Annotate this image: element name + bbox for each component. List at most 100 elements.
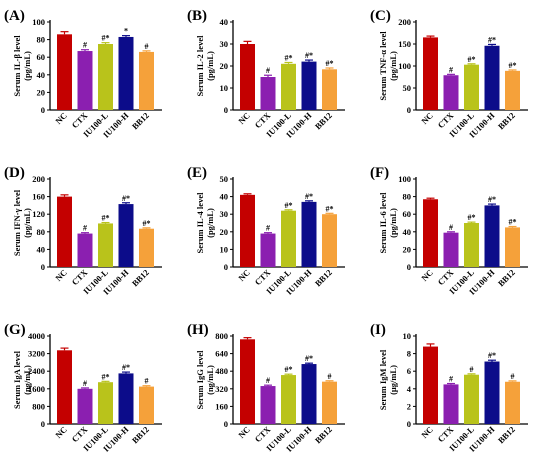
significance-label: # [266, 66, 270, 75]
bar-BB12 [505, 70, 520, 110]
y-axis-label: Serum IL-β level(pg/mL) [12, 35, 32, 97]
bar-BB12 [322, 214, 337, 267]
y-tick-label: 3200 [28, 349, 45, 359]
y-tick-label: 6 [407, 366, 411, 376]
y-tick-label: 0 [224, 105, 228, 115]
panel-label: (F) [370, 165, 389, 181]
x-tick-label: BB12 [130, 424, 151, 445]
y-axis-label: Serum TNF-α level(pg/mL) [378, 31, 398, 101]
bar-NC [57, 196, 72, 267]
y-axis-label: Serum IgA level(ng/mL) [12, 350, 32, 409]
bar-NC [423, 346, 438, 424]
bar-IU100-L [98, 223, 113, 267]
significance-label: # [328, 372, 332, 381]
significance-label: #* [468, 213, 476, 222]
x-tick-label: NC [53, 110, 69, 126]
chart-panel-3: (C) Serum TNF-α level(pg/mL) 0 50 100 150 200 N… [370, 8, 528, 140]
x-tick-label: BB12 [313, 110, 334, 131]
significance-label: # [266, 376, 270, 385]
x-tick-label: NC [419, 110, 435, 126]
bar-IU100-L [281, 375, 296, 424]
y-axis-label-line2: (ng/mL) [22, 365, 32, 395]
significance-label: #* [488, 195, 496, 204]
y-tick-label: 100 [32, 17, 45, 27]
y-tick-label: 0 [41, 105, 45, 115]
bar-IU100-H [484, 45, 500, 111]
bar-IU100-H [301, 201, 317, 267]
bar-CTX [260, 386, 276, 424]
significance-label: # [145, 377, 149, 386]
significance-label: #* [285, 53, 293, 62]
y-axis-label-line2: (pg/mL) [205, 51, 215, 81]
significance-label: #* [285, 201, 293, 210]
y-tick-label: 100 [398, 61, 411, 71]
bar-NC [423, 199, 438, 267]
y-tick-label: 0 [407, 262, 411, 272]
y-axis-label: Serum IgM level(μg/mL) [378, 349, 398, 410]
y-tick-label: 40 [37, 244, 46, 254]
y-tick-label: 0 [224, 419, 228, 429]
bar-NC [423, 37, 438, 110]
y-tick-label: 60 [403, 209, 412, 219]
y-tick-label: 30 [220, 39, 229, 49]
y-axis-label-line2: (pg/mL) [22, 51, 32, 81]
chart-panel-1: (A) Serum IL-β level(pg/mL) 0 20 40 60 80 100 NC… [4, 8, 162, 140]
bar-CTX [443, 75, 459, 110]
bar-IU100-H [118, 204, 134, 267]
y-tick-label: 20 [220, 61, 229, 71]
y-tick-label: 40 [220, 192, 229, 202]
y-axis-label-line1: Serum IL-6 level [378, 192, 388, 254]
y-tick-label: 200 [398, 17, 411, 27]
y-tick-label: 10 [403, 331, 412, 341]
significance-label: #* [143, 219, 151, 228]
bar-CTX [260, 233, 276, 267]
significance-label: #* [305, 192, 313, 201]
significance-label: #* [326, 59, 334, 68]
bar-CTX [260, 77, 276, 110]
y-tick-label: 4000 [28, 331, 45, 341]
x-tick-label: NC [236, 267, 252, 283]
bar-IU100-L [281, 63, 296, 110]
y-tick-label: 4 [407, 384, 412, 394]
x-tick-label: NC [419, 424, 435, 440]
y-tick-label: 0 [224, 262, 228, 272]
significance-label: #* [122, 194, 130, 203]
panel-label: (I) [370, 322, 386, 338]
significance-label: #* [488, 351, 496, 360]
significance-label: * [124, 27, 128, 36]
y-axis-label-line1: Serum IFN-γ level [12, 189, 22, 256]
bar-NC [240, 339, 255, 424]
y-axis-label-line1: Serum IL-β level [12, 35, 22, 97]
y-axis-label: Serum IL-2 level(pg/mL) [195, 35, 215, 97]
bar-BB12 [139, 228, 154, 267]
significance-label: # [511, 372, 515, 381]
bar-BB12 [322, 381, 337, 424]
y-axis-label-line2: (pg/mL) [22, 208, 32, 238]
y-tick-label: 0 [407, 105, 411, 115]
bar-BB12 [139, 386, 154, 424]
x-tick-label: BB12 [313, 424, 334, 445]
x-tick-label: BB12 [130, 110, 151, 131]
y-tick-label: 100 [398, 174, 411, 184]
y-tick-label: 0 [407, 419, 411, 429]
significance-label: #* [468, 55, 476, 64]
y-tick-label: 0 [41, 419, 45, 429]
significance-label: #* [326, 204, 334, 213]
chart-panel-6: (F) Serum IL-6 level(pg/mL) 0 20 40 60 80 100 NC… [370, 165, 528, 297]
y-tick-label: 2 [407, 401, 411, 411]
panel-label: (H) [187, 322, 209, 338]
y-axis-label-line2: (pg/mL) [205, 208, 215, 238]
y-tick-label: 200 [32, 174, 45, 184]
y-axis-label: Serum IL-4 level(pg/mL) [195, 192, 215, 254]
chart-panel-8: (H) Serum IgG level(ng/mL) 0 160 320 480 640 80… [187, 322, 345, 454]
y-tick-label: 40 [220, 17, 229, 27]
significance-label: #* [285, 365, 293, 374]
y-tick-label: 160 [32, 192, 45, 202]
x-tick-label: BB12 [496, 267, 517, 288]
significance-label: # [145, 42, 149, 51]
bar-IU100-H [484, 205, 500, 267]
significance-label: # [83, 379, 87, 388]
x-tick-label: BB12 [496, 110, 517, 131]
y-axis-label-line2: (pg/mL) [388, 51, 398, 81]
